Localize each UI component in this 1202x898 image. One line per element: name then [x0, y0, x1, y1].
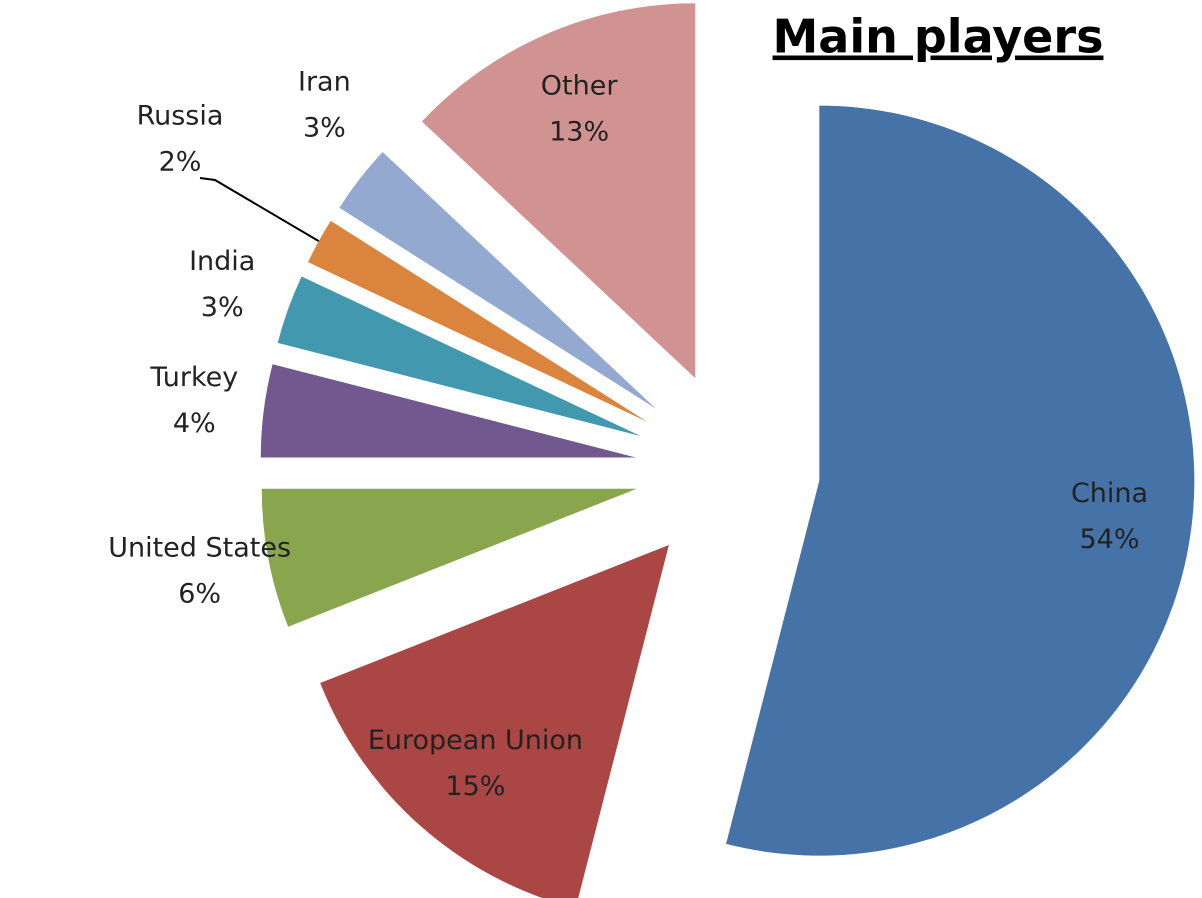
pie-slice	[339, 152, 656, 409]
slice-value-label: 54%	[1080, 524, 1140, 555]
slice-value-label: 3%	[201, 292, 244, 323]
pie-slice	[726, 105, 1195, 856]
pie-slice	[260, 364, 636, 458]
slice-label: Turkey	[149, 362, 238, 393]
slice-label: China	[1071, 478, 1148, 509]
pie-slice	[277, 276, 641, 437]
pie-slice	[320, 545, 669, 898]
slice-value-label: 6%	[178, 579, 221, 610]
slice-value-label: 4%	[173, 408, 216, 439]
slice-value-label: 3%	[303, 112, 346, 143]
slice-label: European Union	[368, 725, 583, 756]
slice-label: United States	[108, 533, 291, 564]
leader-line	[199, 177, 320, 243]
slice-label: Other	[541, 70, 619, 101]
chart-title: Main players	[773, 10, 1104, 64]
slice-label: India	[189, 246, 255, 277]
pie-slice	[261, 488, 637, 627]
slice-value-label: 15%	[445, 771, 505, 802]
slice-value-label: 13%	[549, 116, 609, 147]
pie-slice	[421, 3, 696, 379]
slice-label: Iran	[298, 66, 351, 97]
slice-value-label: 2%	[159, 147, 202, 178]
slice-label: Russia	[137, 101, 224, 132]
pie-slice	[308, 220, 648, 422]
